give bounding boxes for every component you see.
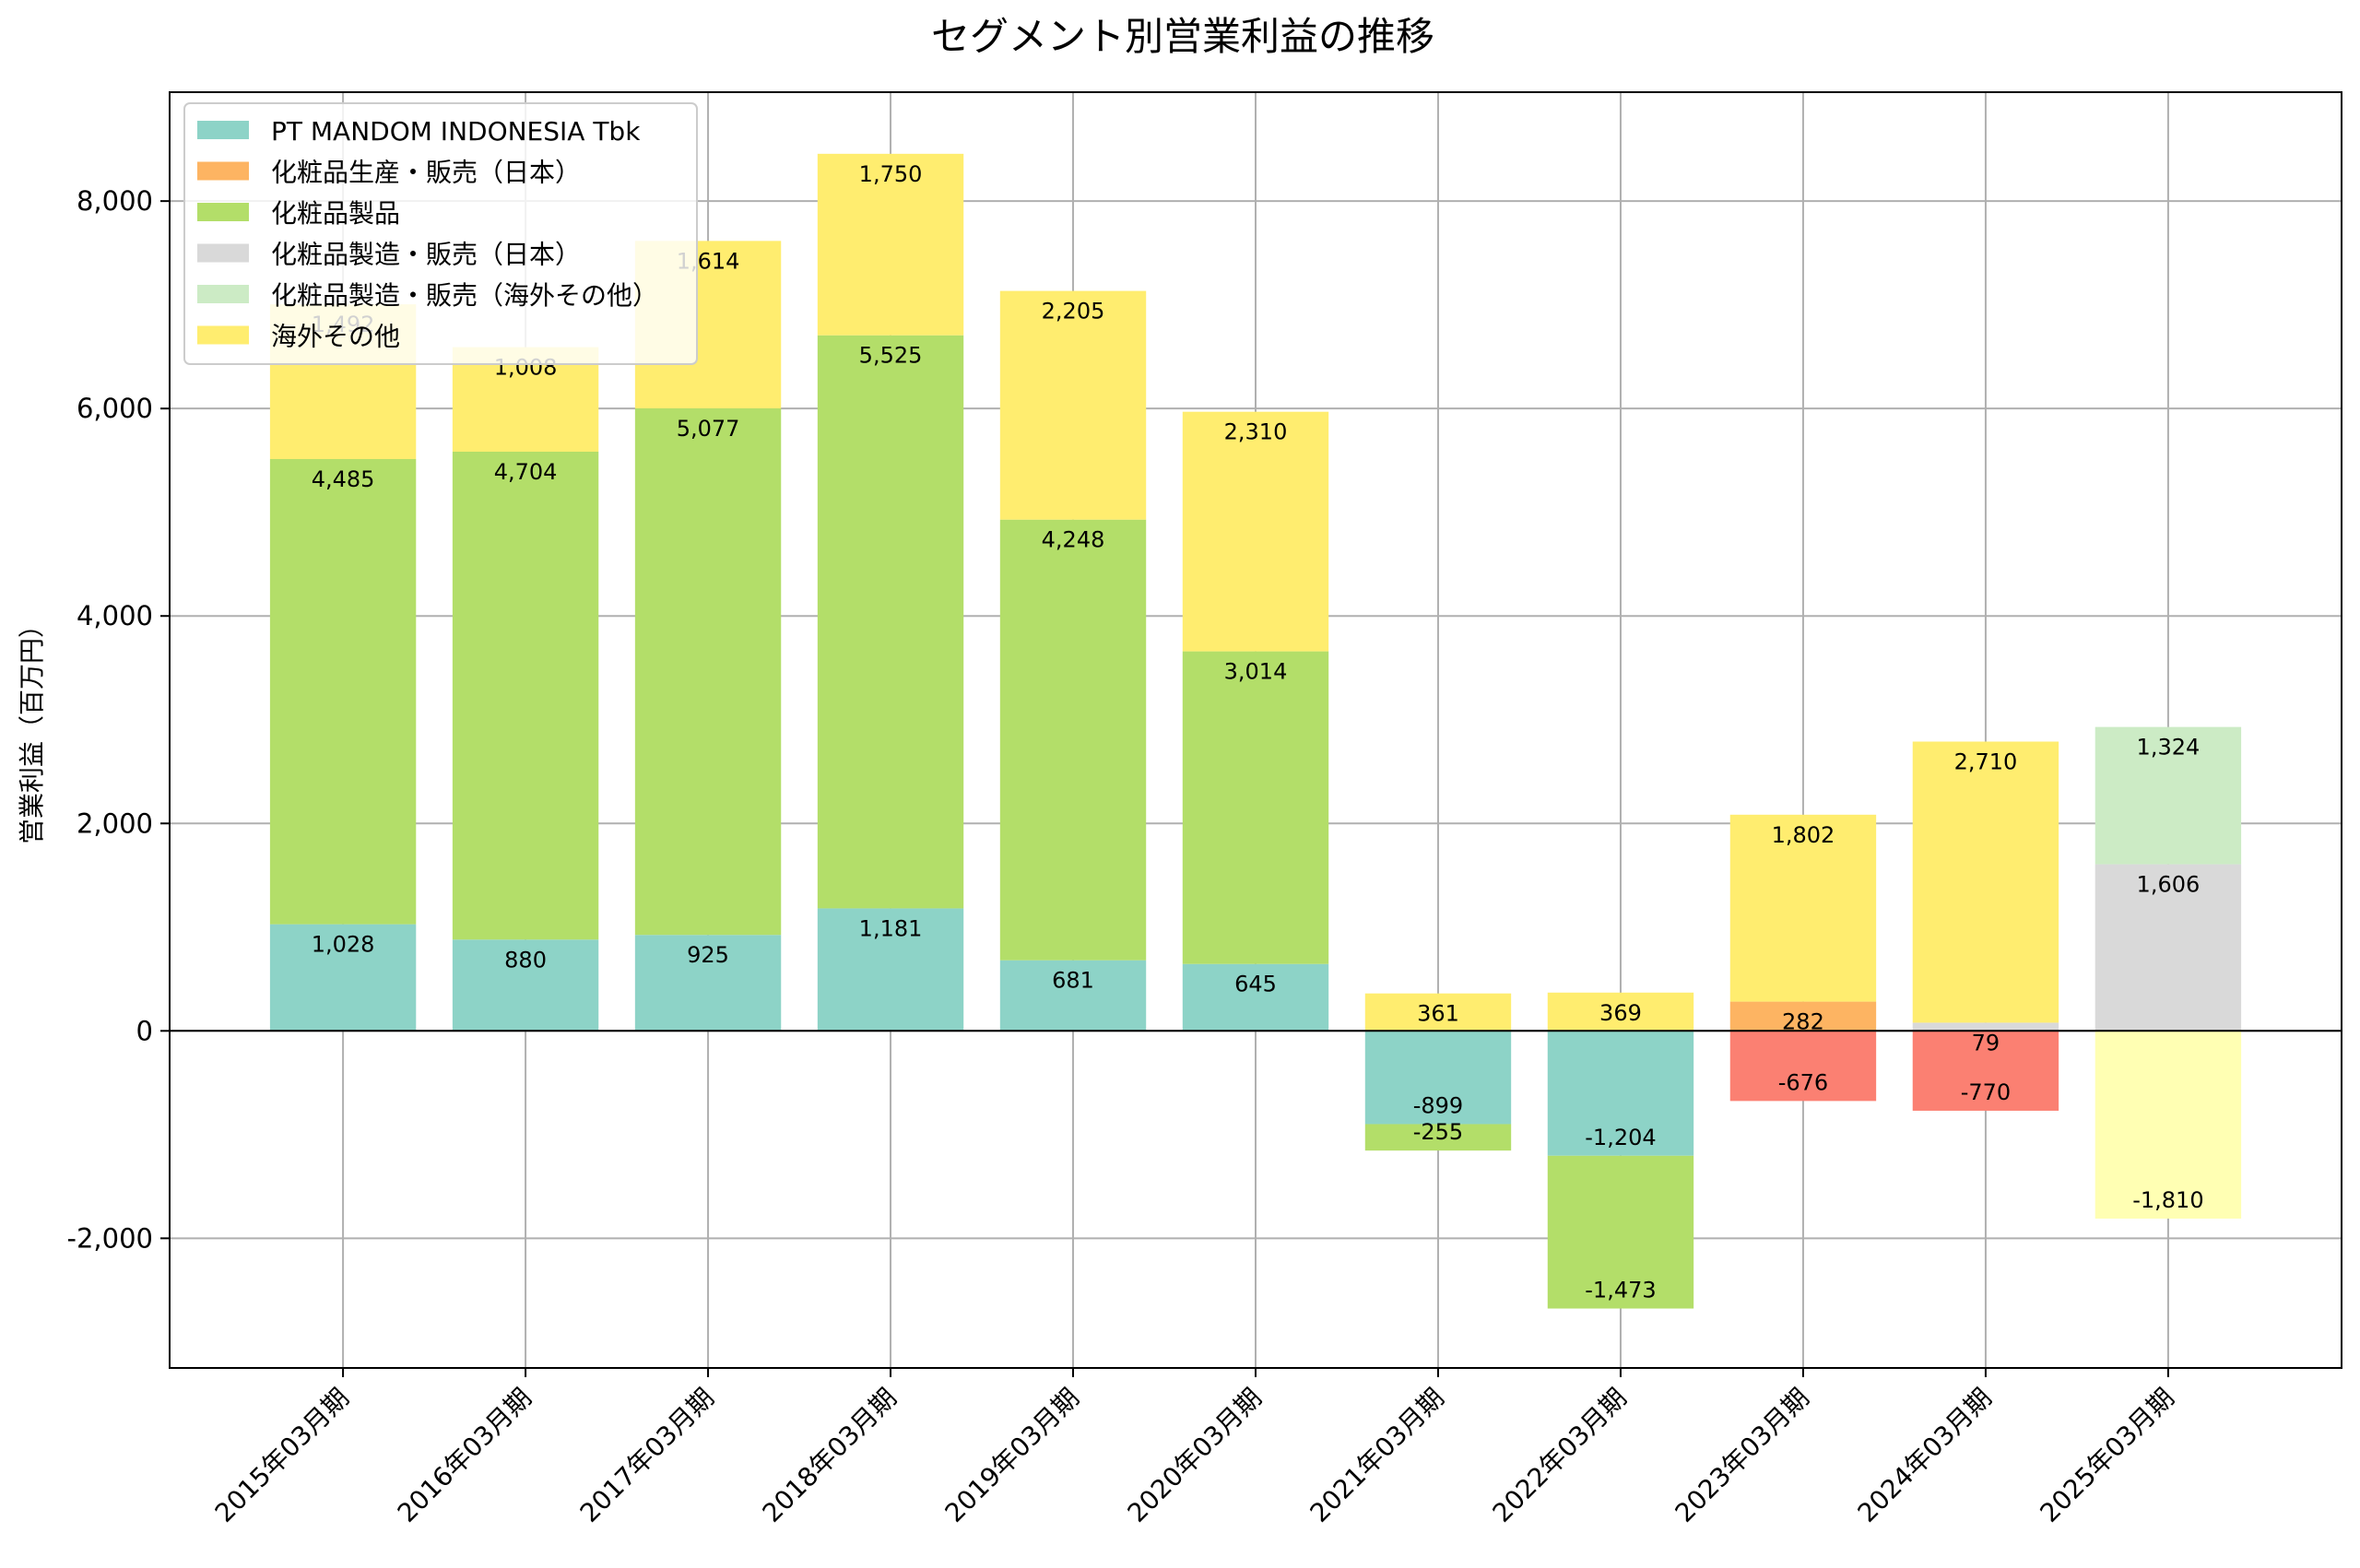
bar-segment [1547,1031,1694,1156]
data-label: 1,028 [312,932,375,958]
bar-segment [1729,1001,1877,1032]
data-label: -1,204 [1585,1125,1656,1150]
bar-segment [1182,963,1329,1032]
y-tick-label: 2,000 [77,808,153,839]
bar-segment [452,451,599,940]
legend-swatch [197,243,249,263]
bar-segment [269,458,417,925]
data-label: 681 [1052,968,1094,994]
data-label: 282 [1782,1009,1824,1035]
data-label: -899 [1413,1092,1463,1118]
data-label: -1,473 [1585,1278,1656,1303]
bar-segment [1729,814,1877,1002]
legend-swatch [197,285,249,303]
bar-segment [2094,864,2242,1032]
y-axis-label: 営業利益（百万円） [17,612,47,844]
data-labels: 1,0284,4851,4928804,7041,0089255,0771,61… [312,161,2204,1303]
data-label: 5,525 [859,343,923,369]
y-tick-label: 6,000 [77,393,153,424]
bar-segment [1912,1022,2059,1032]
bar-segment [1182,651,1329,964]
bar-segment [452,939,599,1032]
legend-swatch [197,203,249,221]
data-label: -1,810 [2132,1187,2203,1213]
data-label: 880 [504,947,547,973]
data-label: -770 [1961,1079,2011,1105]
data-label: 2,205 [1042,299,1105,324]
bar-segment [1547,992,1694,1032]
bars [269,153,2242,1309]
y-tick-label: 8,000 [77,185,153,217]
legend-swatch [197,325,249,345]
bar-segment [2094,726,2242,865]
bar-segment [1364,993,1512,1032]
data-label: 4,248 [1042,527,1105,553]
chart-title: セグメント別営業利益の推移 [931,14,1434,59]
bar-segment [999,519,1147,961]
legend-swatch [197,161,249,181]
bar-segment [2094,1031,2242,1219]
bar-segment [634,407,782,936]
legend-label: PT MANDOM INDONESIA Tbk [271,116,641,147]
bar-segment [1364,1124,1512,1151]
data-label: 361 [1417,1001,1459,1027]
data-label: 1,324 [2137,735,2201,760]
bar-segment [269,924,417,1032]
data-label: 2,710 [1954,749,2018,774]
legend-label: 海外その他 [271,322,400,352]
bar-segment [1364,1031,1512,1125]
y-tick-label: -2,000 [67,1222,154,1254]
data-label: 1,750 [859,161,923,187]
legend-label: 化粧品生産・販売（日本） [271,158,581,188]
bar-segment [817,335,964,909]
data-label: 1,606 [2137,872,2201,898]
bar-segment [1547,1155,1694,1309]
legend-label: 化粧品製品 [271,198,400,229]
bar-segment [634,935,782,1032]
data-label: 1,802 [1772,822,1835,848]
bar-segment [817,153,964,336]
data-label: 5,077 [677,416,740,442]
bar-segment [999,290,1147,520]
data-label: 1,181 [859,915,923,941]
bar-segment [1912,1031,2059,1111]
legend: PT MANDOM INDONESIA Tbk 化粧品生産・販売（日本） 化粧品製品… [183,102,698,365]
bar-segment [1729,1031,1877,1102]
data-label: -676 [1778,1069,1828,1095]
data-label: 3,014 [1224,659,1288,685]
bar-segment [999,960,1147,1032]
legend-label: 化粧品製造・販売（海外その他） [271,280,658,311]
legend-swatch [197,121,249,139]
data-label: 4,704 [494,459,558,485]
bar-segment [1182,411,1329,652]
legend-label: 化粧品製造・販売（日本） [271,240,581,270]
data-label: 925 [687,942,729,968]
data-label: 369 [1599,1000,1642,1026]
y-tick-label: 4,000 [77,600,153,631]
data-label: 645 [1234,972,1277,997]
y-tick-label: 0 [136,1015,153,1046]
data-label: 4,485 [312,466,375,492]
data-label: -255 [1413,1119,1463,1145]
data-label: 79 [1972,1030,2000,1055]
bar-segment [1912,741,2059,1023]
legend-box [183,102,698,365]
bar-segment [817,908,964,1032]
data-label: 2,310 [1224,419,1288,445]
